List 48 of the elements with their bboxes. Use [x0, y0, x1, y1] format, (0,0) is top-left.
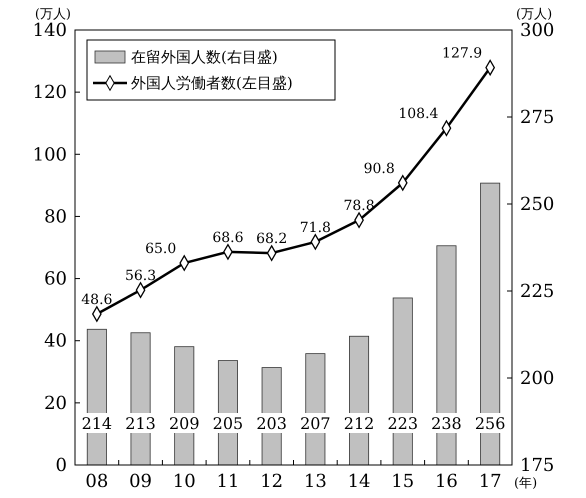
legend-label: 外国人労働者数(左目盛)	[131, 74, 293, 92]
x-tick-label: 12	[260, 471, 284, 492]
y2-tick-label: 200	[520, 368, 554, 389]
y2-tick-label: 275	[520, 107, 554, 128]
x-tick-label: 17	[478, 471, 502, 492]
data-label: 203	[256, 414, 287, 433]
y-tick-label: 40	[44, 330, 67, 352]
x-tick-label: 11	[216, 471, 240, 492]
y-axis-title: (万人)	[34, 7, 71, 22]
data-label: 205	[212, 414, 244, 433]
data-label: 127.9	[442, 46, 482, 62]
x-tick-label: 16	[434, 471, 458, 492]
x-tick-label: 14	[348, 471, 371, 492]
data-label: 48.6	[81, 292, 113, 308]
y2-tick-label: 250	[520, 194, 554, 215]
y-tick-label: 20	[44, 392, 67, 414]
y-tick-label: 120	[32, 82, 67, 104]
y2-tick-label: 300	[520, 20, 554, 41]
y2-axis-title: (万人)	[516, 7, 552, 22]
y-tick-label: 80	[44, 206, 67, 228]
data-label: 238	[431, 414, 462, 433]
data-label: 56.3	[124, 268, 156, 284]
data-label: 256	[474, 414, 506, 433]
data-label: 71.8	[300, 220, 331, 236]
data-label: 214	[82, 414, 112, 433]
y2-tick-label: 175	[520, 455, 554, 476]
data-label: 68.6	[212, 230, 244, 246]
y-tick-label: 0	[56, 455, 67, 476]
y2-tick-label: 225	[520, 281, 554, 302]
data-label: 209	[168, 414, 200, 433]
data-label: 223	[387, 414, 418, 433]
data-label: 207	[300, 414, 331, 433]
data-label: 68.2	[256, 231, 288, 248]
data-label: 90.8	[364, 160, 395, 177]
data-label: 213	[125, 414, 156, 433]
x-tick-label: 15	[391, 471, 414, 492]
x-tick-label: 09	[129, 471, 152, 492]
x-tick-label: 10	[172, 471, 196, 492]
data-label: 108.4	[398, 106, 439, 122]
y-tick-label: 60	[44, 268, 67, 290]
legend-label: 在留外国人数(右目盛)	[131, 48, 278, 66]
y-tick-label: 100	[32, 144, 67, 166]
data-label: 65.0	[145, 241, 176, 258]
x-tick-label: 13	[304, 471, 327, 492]
data-label: 212	[344, 414, 374, 433]
y-tick-label: 140	[32, 20, 67, 41]
x-axis-title: (年)	[514, 476, 538, 491]
x-tick-label: 08	[85, 471, 108, 492]
